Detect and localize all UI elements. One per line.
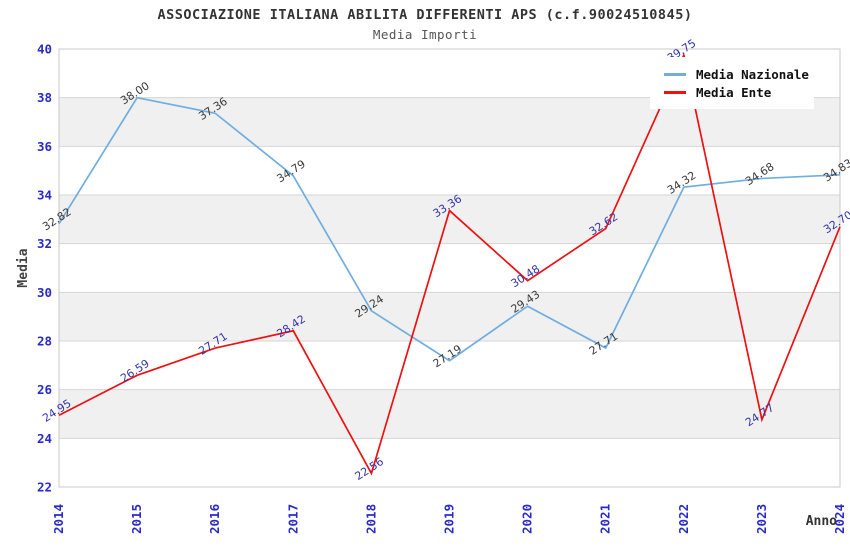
plot-band: [59, 292, 840, 341]
x-tick-label: 2014: [51, 504, 66, 534]
x-tick-label: 2023: [754, 504, 769, 534]
legend-swatch-media-ente-icon: [664, 90, 686, 94]
y-tick-label: 24: [37, 431, 52, 446]
x-tick-label: 2017: [285, 504, 300, 534]
y-tick-label: 36: [37, 139, 52, 154]
legend-item-media-ente: Media Ente: [664, 83, 804, 101]
x-axis-label: Anno: [806, 514, 837, 529]
y-tick-label: 32: [37, 236, 52, 251]
point-label-media-nazionale: 34.83: [821, 156, 850, 184]
y-tick-label: 26: [37, 382, 52, 397]
x-tick-label: 2022: [676, 504, 691, 534]
y-tick-label: 30: [37, 285, 52, 300]
x-tick-label: 2018: [363, 504, 378, 534]
point-label-media-nazionale: 27.19: [431, 342, 464, 370]
point-label-media-nazionale: 34.68: [743, 160, 776, 188]
x-tick-label: 2021: [598, 504, 613, 534]
chart-subtitle: Media Importi: [372, 27, 478, 42]
x-tick-label: 2024: [832, 504, 847, 534]
y-tick-label: 38: [37, 90, 52, 105]
x-tick-label: 2019: [442, 504, 457, 534]
legend-item-media-nazionale: Media Nazionale: [664, 65, 809, 83]
legend-label-media-nazionale: Media Nazionale: [696, 66, 809, 82]
plot-band: [59, 389, 840, 439]
x-tick-label: 2020: [520, 504, 535, 534]
series-line-media-ente: [58, 52, 841, 476]
point-label-media-ente: 30.48: [509, 262, 542, 290]
y-tick-label: 34: [37, 188, 52, 203]
point-label-media-ente: 26.59: [118, 357, 151, 385]
y-tick-label: 28: [37, 334, 52, 349]
series-line-media-nazionale: [58, 96, 841, 362]
y-axis-label: Media: [16, 248, 31, 287]
y-tick-label: 40: [37, 42, 52, 57]
x-tick-label: 2016: [207, 504, 222, 534]
chart-title: ASSOCIAZIONE ITALIANA ABILITA DIFFERENTI…: [157, 7, 693, 23]
plot-band: [59, 195, 840, 244]
x-tick-label: 2015: [129, 504, 144, 534]
point-label-media-ente: 22.56: [353, 455, 386, 483]
plot-frame: [58, 48, 841, 488]
legend-swatch-media-nazionale-icon: [664, 72, 686, 76]
y-tick-label: 22: [37, 480, 52, 495]
legend-label-media-ente: Media Ente: [696, 84, 772, 100]
point-label-media-nazionale: 34.79: [274, 157, 307, 185]
legend: Media Nazionale Media Ente: [650, 57, 814, 109]
